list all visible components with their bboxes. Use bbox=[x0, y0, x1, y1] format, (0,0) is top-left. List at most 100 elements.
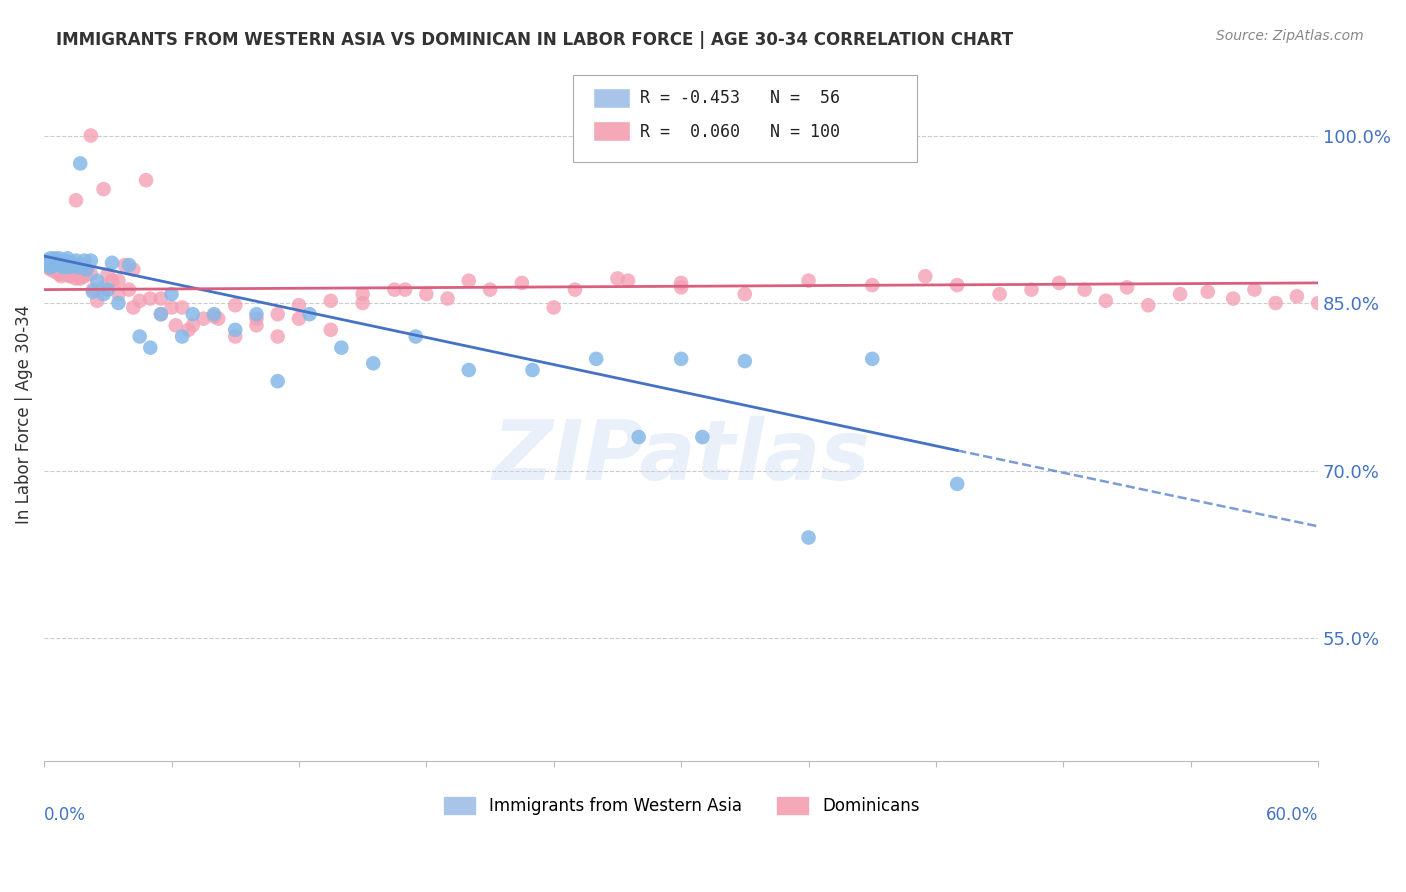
Point bbox=[288, 311, 311, 326]
Point bbox=[510, 276, 533, 290]
Point bbox=[72, 265, 94, 279]
Point bbox=[107, 274, 129, 288]
Point bbox=[41, 260, 63, 275]
Point bbox=[1285, 289, 1308, 303]
Point bbox=[45, 262, 67, 277]
Point bbox=[49, 269, 72, 284]
Point bbox=[58, 262, 80, 277]
Point bbox=[298, 307, 321, 321]
Text: 60.0%: 60.0% bbox=[1265, 805, 1319, 824]
Point bbox=[914, 269, 936, 284]
Point bbox=[202, 310, 225, 324]
Point bbox=[63, 258, 86, 272]
Point bbox=[139, 292, 162, 306]
Point bbox=[1243, 283, 1265, 297]
Point bbox=[160, 287, 183, 301]
Point bbox=[860, 351, 883, 366]
Point bbox=[160, 301, 183, 315]
Point bbox=[39, 260, 62, 275]
Point bbox=[1116, 280, 1139, 294]
Point bbox=[946, 278, 969, 293]
Point bbox=[1222, 292, 1244, 306]
Point bbox=[53, 258, 76, 272]
Point bbox=[73, 253, 96, 268]
Point bbox=[93, 182, 115, 196]
Point bbox=[48, 252, 70, 266]
Point bbox=[58, 269, 80, 284]
Point bbox=[53, 262, 76, 277]
Point bbox=[53, 260, 76, 275]
Point bbox=[266, 374, 288, 388]
Point bbox=[330, 341, 353, 355]
Point bbox=[72, 269, 94, 284]
Point bbox=[479, 283, 502, 297]
Point bbox=[48, 258, 70, 272]
Point bbox=[1137, 298, 1160, 312]
Point bbox=[692, 430, 714, 444]
Point bbox=[69, 156, 91, 170]
Point bbox=[114, 258, 136, 272]
Point bbox=[35, 253, 58, 268]
Point bbox=[585, 351, 607, 366]
Point bbox=[118, 283, 141, 297]
Point bbox=[107, 287, 129, 301]
Point bbox=[1197, 285, 1219, 299]
Point bbox=[288, 298, 311, 312]
Point bbox=[76, 262, 98, 277]
Point bbox=[65, 194, 87, 208]
Point bbox=[39, 252, 62, 266]
Point bbox=[319, 323, 342, 337]
Text: Source: ZipAtlas.com: Source: ZipAtlas.com bbox=[1216, 29, 1364, 43]
Point bbox=[946, 476, 969, 491]
Point bbox=[44, 258, 66, 272]
Point bbox=[1308, 296, 1330, 310]
Point bbox=[80, 267, 103, 281]
Point bbox=[93, 280, 115, 294]
Point bbox=[543, 301, 565, 315]
Point bbox=[224, 329, 246, 343]
Point bbox=[56, 252, 79, 266]
Point bbox=[352, 296, 374, 310]
Point bbox=[1073, 283, 1095, 297]
Point bbox=[86, 274, 108, 288]
Point bbox=[44, 265, 66, 279]
Point bbox=[606, 271, 628, 285]
Point bbox=[52, 260, 75, 275]
Point bbox=[149, 292, 172, 306]
Point bbox=[73, 269, 96, 284]
Point bbox=[65, 271, 87, 285]
Point bbox=[172, 329, 194, 343]
Point bbox=[86, 293, 108, 308]
Point bbox=[82, 285, 104, 299]
Point bbox=[193, 311, 215, 326]
Point bbox=[48, 260, 70, 275]
Point bbox=[93, 287, 115, 301]
Point bbox=[734, 287, 756, 301]
Point bbox=[52, 260, 75, 275]
Point bbox=[797, 531, 820, 545]
Point bbox=[797, 274, 820, 288]
Point bbox=[177, 323, 200, 337]
Point bbox=[669, 280, 692, 294]
Text: ZIPatlas: ZIPatlas bbox=[492, 416, 870, 497]
Point bbox=[988, 287, 1011, 301]
Point bbox=[165, 318, 187, 333]
Point bbox=[41, 256, 63, 270]
Bar bbox=[595, 88, 630, 108]
Point bbox=[67, 267, 90, 281]
Point bbox=[49, 267, 72, 281]
Text: 0.0%: 0.0% bbox=[44, 805, 86, 824]
Point bbox=[44, 256, 66, 270]
Point bbox=[58, 260, 80, 275]
Point bbox=[224, 323, 246, 337]
Point bbox=[734, 354, 756, 368]
Point bbox=[69, 271, 91, 285]
Point bbox=[245, 318, 267, 333]
Point bbox=[405, 329, 427, 343]
Point bbox=[48, 267, 70, 281]
Point bbox=[245, 311, 267, 326]
Point bbox=[436, 292, 458, 306]
Point bbox=[60, 269, 83, 284]
Point bbox=[45, 253, 67, 268]
Point bbox=[149, 307, 172, 321]
